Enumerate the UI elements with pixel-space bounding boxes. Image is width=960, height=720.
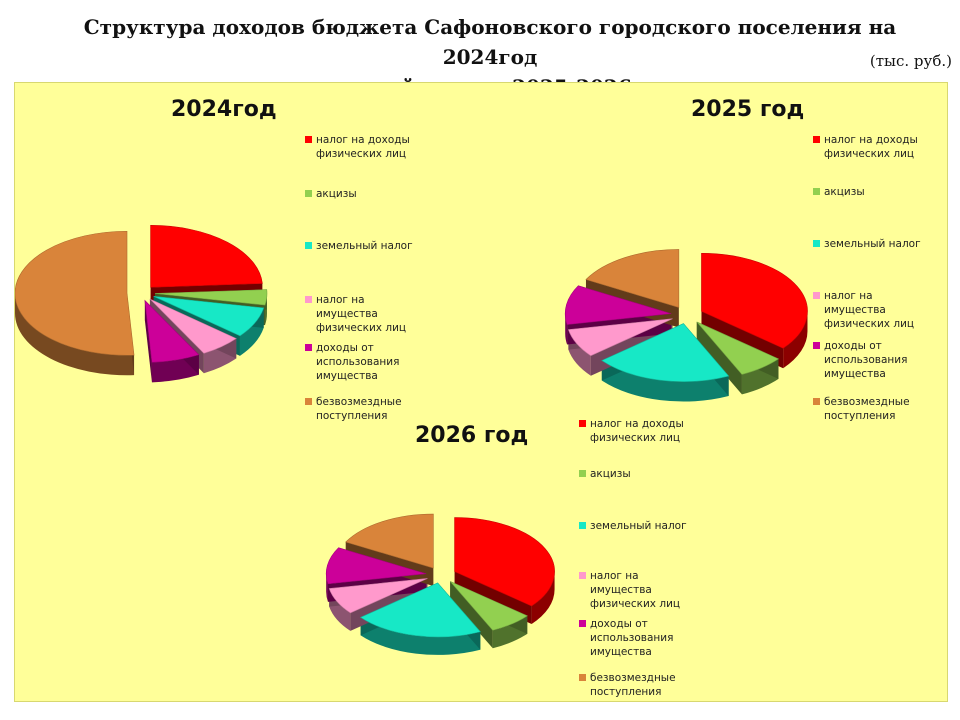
legend-item: налог на имущества физических лиц [579,569,700,611]
legend-label: безвозмездные поступления [590,672,676,698]
legend-item: акцизы [305,187,426,201]
pie-slice-0-4 [144,299,200,363]
legend-item: земельный налог [305,239,426,253]
pie-slice-2-2 [360,582,481,638]
legend-swatch [305,296,312,303]
legend-swatch [579,620,586,627]
chart-title-2024: 2024год [171,97,277,122]
pie-slice-1-5 [585,249,680,308]
legend-swatch [305,136,312,143]
legend-swatch [813,292,820,299]
legend-label: налог на имущества физических лиц [824,290,915,330]
legend-swatch [305,344,312,351]
legend-item: безвозмездные поступления [305,395,426,423]
pie-slice-2-1 [449,581,528,631]
pie-slice-1-0 [701,252,808,349]
page-title-line-1: Структура доходов бюджета Сафоновского г… [83,15,897,69]
legend-label: доходы от использования имущества [590,618,674,658]
legend-swatch [813,136,820,143]
pie-slice-2-0 [454,517,555,607]
legend-item: безвозмездные поступления [813,395,934,423]
pie-slice-0-3 [149,298,237,354]
pie-chart-0 [15,225,268,383]
pie-slice-0-1 [154,289,268,306]
legend-swatch [305,398,312,405]
legend-label: доходы от использования имущества [316,342,400,382]
legend-swatch [579,572,586,579]
legend-label: акцизы [824,186,865,198]
legend-item: доходы от использования имущества [813,339,934,381]
legend-swatch [813,398,820,405]
legend-swatch [813,188,820,195]
legend-swatch [305,242,312,249]
pie-slice-1-1 [696,321,780,375]
legend-item: налог на имущества физических лиц [813,289,934,331]
legend-label: налог на доходы физических лиц [824,134,918,160]
legend-item: налог на доходы физических лиц [813,133,934,161]
legend-label: безвозмездные поступления [824,396,910,422]
legend-label: безвозмездные поступления [316,396,402,422]
legend-label: акцизы [316,188,357,200]
legend-item: налог на доходы физических лиц [305,133,426,161]
pie-slice-0-5 [15,230,135,356]
legend-item: налог на доходы физических лиц [579,417,700,445]
legend-swatch [813,342,820,349]
pie-slice-1-3 [567,318,673,357]
legend-item: земельный налог [579,519,700,533]
legend-swatch [305,190,312,197]
legend-swatch [813,240,820,247]
pie-slice-2-3 [328,578,428,614]
legend-label: земельный налог [824,238,921,250]
legend-item: налог на имущества физических лиц [305,293,426,335]
pie-slice-2-5 [345,513,434,569]
chart-title-2026: 2026 год [415,423,529,448]
pie-slice-1-4 [564,285,672,325]
pie-slice-1-2 [601,323,730,382]
pie-charts-canvas [15,225,808,655]
legend-item: доходы от использования имущества [305,341,426,383]
legend-swatch [579,522,586,529]
pie-chart-1 [564,249,808,402]
legend-item: акцизы [813,185,934,199]
legend-label: налог на доходы физических лиц [590,418,684,444]
pie-slice-0-2 [153,296,265,337]
chart-title-2025: 2025 год [691,97,805,122]
legend-label: налог на доходы физических лиц [316,134,410,160]
legend-swatch [579,420,586,427]
legend-label: налог на имущества физических лиц [590,570,681,610]
legend-label: земельный налог [590,520,687,532]
legend-label: акцизы [590,468,631,480]
plot-area: 2024год 2025 год 2026 год налог на доход… [14,82,948,702]
legend-item: земельный налог [813,237,934,251]
legend-swatch [579,674,586,681]
pie-slice-0-0 [150,225,263,288]
pie-slice-2-4 [325,547,427,585]
legend-label: налог на имущества физических лиц [316,294,407,334]
units-label: (тыс. руб.) [869,52,952,70]
legend-item: безвозмездные поступления [579,671,700,699]
legend-label: доходы от использования имущества [824,340,908,380]
pie-chart-2 [325,513,555,655]
legend-item: акцизы [579,467,700,481]
legend-label: земельный налог [316,240,413,252]
legend-swatch [579,470,586,477]
legend-item: доходы от использования имущества [579,617,700,659]
